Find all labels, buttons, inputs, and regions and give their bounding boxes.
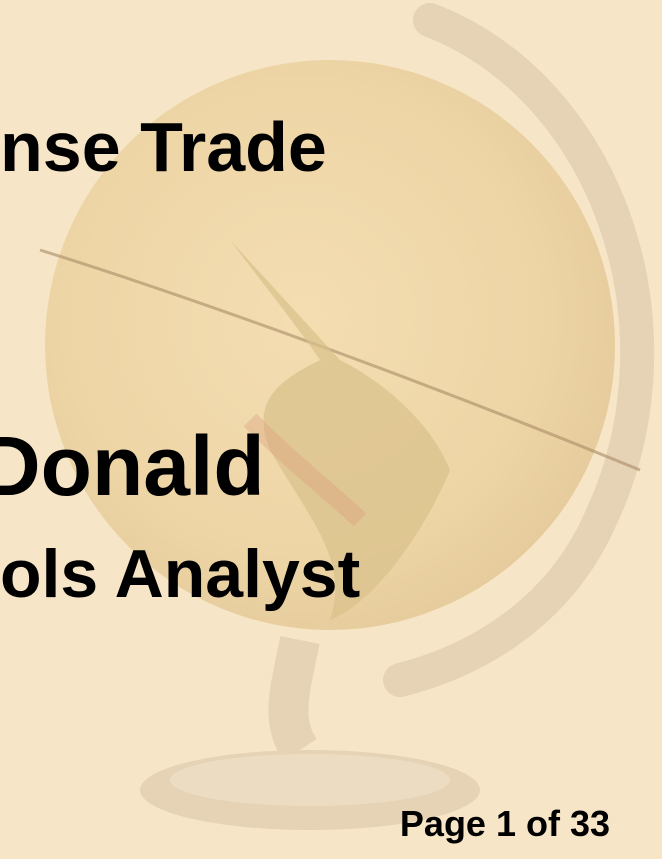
slide: nse Trade Donald ols Analyst Page 1 of 3…: [0, 0, 662, 859]
page-number: Page 1 of 33: [400, 806, 610, 842]
title-text: nse Trade: [0, 112, 327, 182]
presenter-role: ols Analyst: [0, 540, 360, 608]
presenter-name: Donald: [0, 424, 265, 508]
